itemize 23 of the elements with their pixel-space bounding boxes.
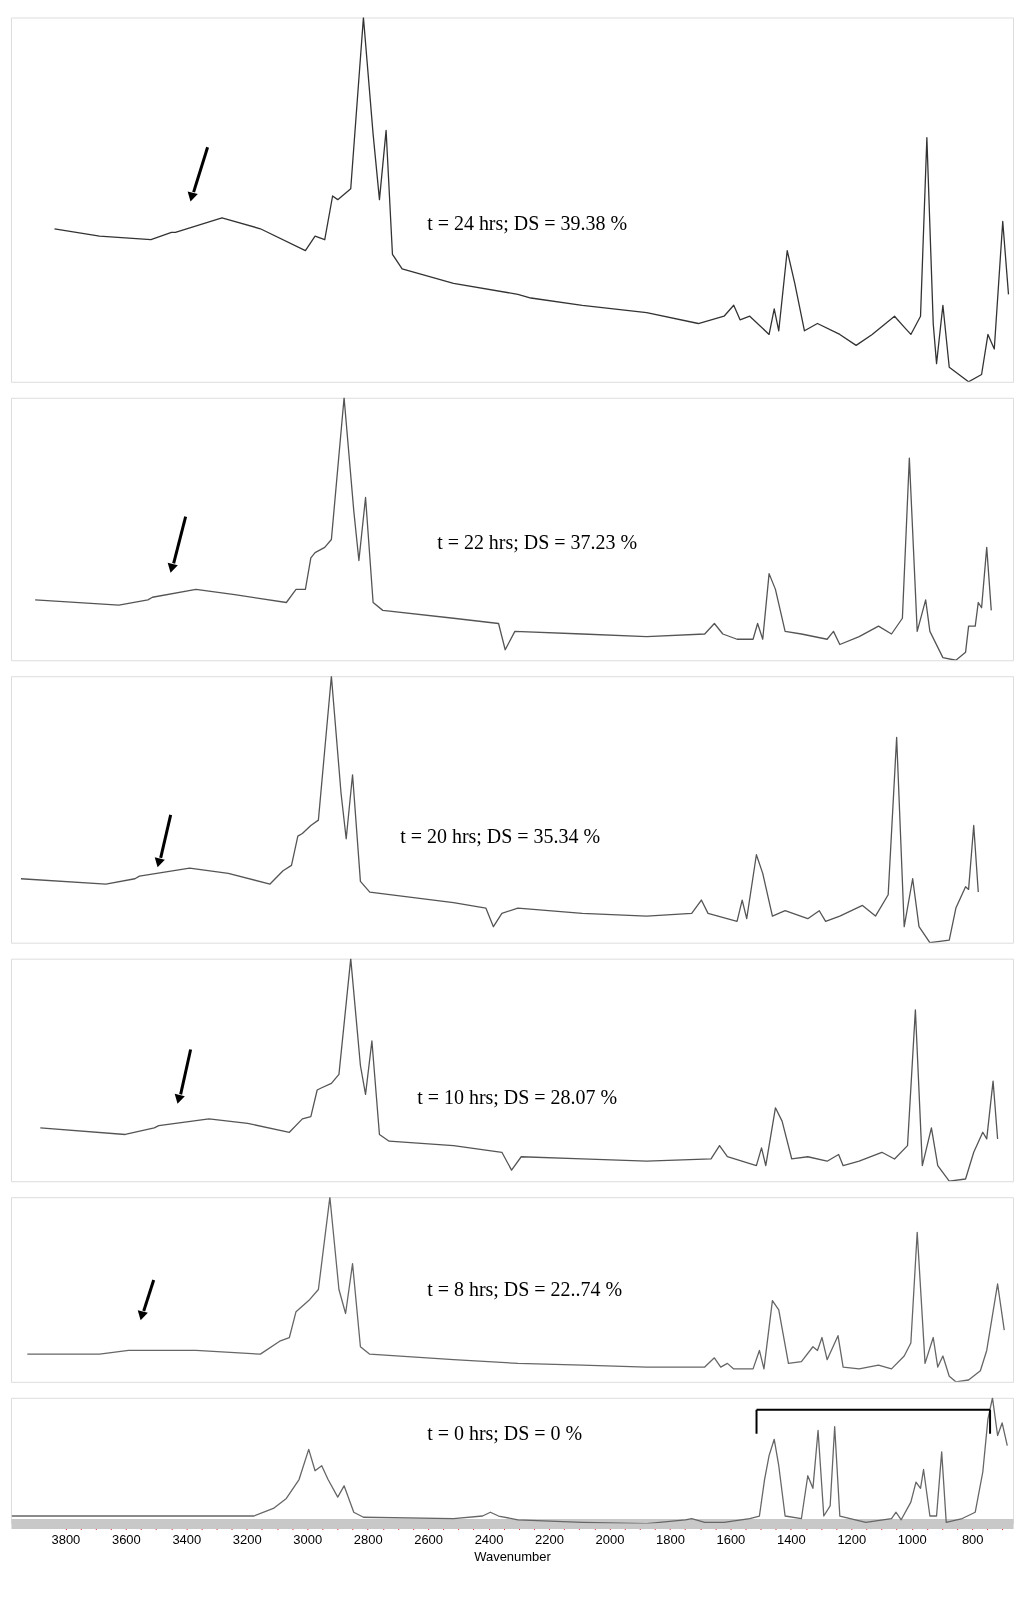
x-tick-label: 3200 <box>232 1532 262 1548</box>
annotation: t = 24 hrs; DS = 39.38 % <box>427 212 628 235</box>
x-tick-label: 1200 <box>837 1532 867 1548</box>
x-tick-label: 1000 <box>897 1532 927 1548</box>
x-tick-label: 2200 <box>535 1532 564 1548</box>
x-tick-label: 1400 <box>776 1532 806 1548</box>
x-tick-label: 3800 <box>51 1532 81 1548</box>
annotation: t = 22 hrs; DS = 37.23 % <box>437 531 638 554</box>
annotation: t = 8 hrs; DS = 22..74 % <box>427 1278 623 1300</box>
x-tick-label: 3600 <box>111 1532 141 1548</box>
x-tick-label: 3400 <box>172 1532 202 1548</box>
x-axis-title: Wavenumber <box>474 1548 552 1564</box>
annotation: t = 10 hrs; DS = 28.07 % <box>417 1086 618 1109</box>
x-tick-label: 2000 <box>595 1532 625 1548</box>
x-tick-label: 800 <box>961 1532 984 1548</box>
annotation: t = 20 hrs; DS = 35.34 % <box>400 824 601 847</box>
x-tick-label: 2600 <box>414 1532 444 1548</box>
x-tick-label: 2400 <box>474 1532 504 1548</box>
x-tick-label: 2800 <box>353 1532 383 1548</box>
x-tick-label: 1800 <box>656 1532 685 1548</box>
annotation: t = 0 hrs; DS = 0 % <box>427 1421 583 1444</box>
x-tick-label: 3000 <box>293 1532 323 1548</box>
x-tick-label: 1600 <box>716 1532 746 1548</box>
